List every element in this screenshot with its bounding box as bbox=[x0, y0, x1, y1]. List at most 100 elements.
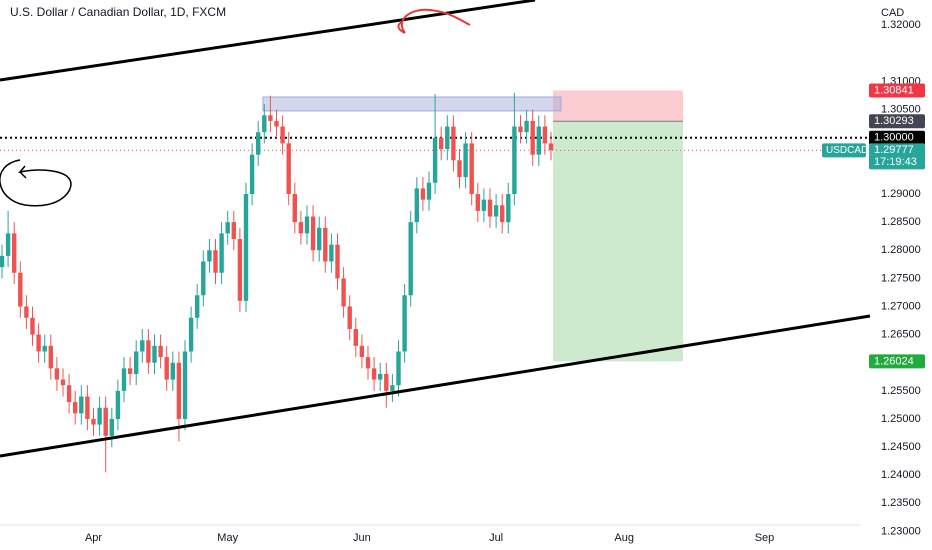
candle-body bbox=[365, 357, 371, 369]
y-tick-label: 1.29000 bbox=[881, 188, 921, 200]
candle-body bbox=[0, 255, 5, 268]
candle-body bbox=[310, 216, 316, 251]
candle-body bbox=[42, 345, 47, 352]
chart-title: U.S. Dollar / Canadian Dollar, 1D, FXCM bbox=[10, 5, 226, 19]
candle-body bbox=[164, 357, 169, 380]
y-tick-label: 1.28000 bbox=[881, 244, 921, 256]
candle-body bbox=[542, 126, 548, 144]
price-tag bbox=[869, 130, 925, 145]
candle-body bbox=[146, 340, 151, 363]
candle-body bbox=[323, 227, 328, 262]
candle-body bbox=[371, 368, 377, 380]
candle-body bbox=[115, 390, 121, 419]
candle-body bbox=[91, 418, 96, 425]
candle-body bbox=[225, 222, 230, 234]
candle-body bbox=[548, 143, 554, 151]
x-tick-label: Jul bbox=[489, 532, 503, 544]
candle-body bbox=[66, 385, 72, 403]
y-axis-label: CAD bbox=[881, 7, 904, 19]
countdown-label: 17:19:43 bbox=[874, 156, 917, 168]
candle-body bbox=[451, 126, 456, 161]
annotation-arrow bbox=[0, 159, 72, 207]
candle-body bbox=[231, 222, 236, 240]
candle-body bbox=[518, 126, 523, 133]
candle-body bbox=[213, 250, 218, 273]
candle-body bbox=[152, 345, 157, 363]
candle-body bbox=[432, 137, 438, 183]
candle-body bbox=[54, 368, 60, 380]
plot-area bbox=[0, 90, 868, 473]
y-tick-label: 1.28500 bbox=[881, 216, 921, 228]
candle-body bbox=[506, 194, 511, 223]
y-tick-label: 1.27000 bbox=[881, 300, 921, 312]
candle-body bbox=[170, 362, 175, 380]
price-tag-label: 1.30000 bbox=[874, 132, 914, 144]
candle-body bbox=[97, 407, 102, 425]
last-price-label: 1.29777 bbox=[874, 144, 914, 156]
candle-body bbox=[280, 126, 285, 144]
symbol-tag bbox=[822, 143, 866, 158]
x-tick-label: May bbox=[217, 532, 238, 544]
candle-body bbox=[463, 143, 468, 178]
y-tick-label: 1.26500 bbox=[881, 329, 921, 341]
candle-body bbox=[262, 115, 267, 133]
price-tag-label: 1.30293 bbox=[874, 115, 914, 127]
candle-body bbox=[5, 233, 11, 256]
candle-body bbox=[243, 194, 249, 301]
candle-body bbox=[317, 227, 322, 251]
candle-body bbox=[201, 261, 206, 296]
candle-body bbox=[512, 126, 517, 195]
price-tag bbox=[869, 354, 925, 369]
candle-body bbox=[475, 194, 480, 211]
price-tag bbox=[869, 83, 925, 98]
y-tick-label: 1.23500 bbox=[881, 497, 921, 509]
candle-body bbox=[134, 351, 139, 374]
candle-body bbox=[390, 385, 395, 391]
candle-body bbox=[219, 233, 224, 273]
target-zone bbox=[553, 121, 683, 362]
symbol-label: USDCAD bbox=[826, 145, 868, 156]
candle-body bbox=[237, 239, 243, 301]
price-tag-label: 1.26024 bbox=[874, 355, 914, 367]
candle-body bbox=[274, 120, 279, 127]
candle-body bbox=[182, 351, 188, 419]
candle-body bbox=[103, 407, 108, 436]
candle-body bbox=[353, 328, 358, 346]
candle-body bbox=[109, 418, 114, 436]
candle-body bbox=[18, 272, 23, 307]
candle-body bbox=[530, 120, 535, 155]
candle-body bbox=[24, 306, 29, 318]
last-price-tag bbox=[869, 143, 925, 170]
candle-body bbox=[286, 143, 291, 195]
candle-body bbox=[140, 340, 145, 352]
y-tick-label: 1.32000 bbox=[881, 19, 921, 31]
candle-body bbox=[469, 143, 474, 195]
candle-body bbox=[158, 345, 163, 358]
candle-body bbox=[176, 362, 182, 419]
price-tag-label: 1.30841 bbox=[874, 84, 914, 96]
candle-body bbox=[384, 373, 389, 391]
candle-body bbox=[536, 126, 541, 155]
y-tick-label: 1.25000 bbox=[881, 413, 921, 425]
candle-body bbox=[85, 396, 90, 419]
candle-body bbox=[481, 199, 487, 211]
stop-zone bbox=[553, 90, 683, 122]
candle-body bbox=[341, 278, 346, 307]
candle-body bbox=[256, 132, 261, 155]
candle-body bbox=[329, 244, 334, 262]
candle-body bbox=[445, 126, 450, 150]
candle-body bbox=[493, 205, 499, 217]
y-tick-label: 1.23000 bbox=[881, 525, 921, 537]
candle-body bbox=[249, 154, 255, 195]
candle-body bbox=[195, 295, 200, 318]
candle-body bbox=[402, 295, 407, 352]
annotation-scribble bbox=[397, 8, 471, 34]
y-tick-label: 1.30500 bbox=[881, 104, 921, 116]
candle-body bbox=[500, 205, 505, 223]
candle-body bbox=[457, 160, 462, 178]
candle-body bbox=[347, 306, 352, 329]
candle-body bbox=[60, 379, 66, 386]
y-tick-label: 1.25500 bbox=[881, 385, 921, 397]
